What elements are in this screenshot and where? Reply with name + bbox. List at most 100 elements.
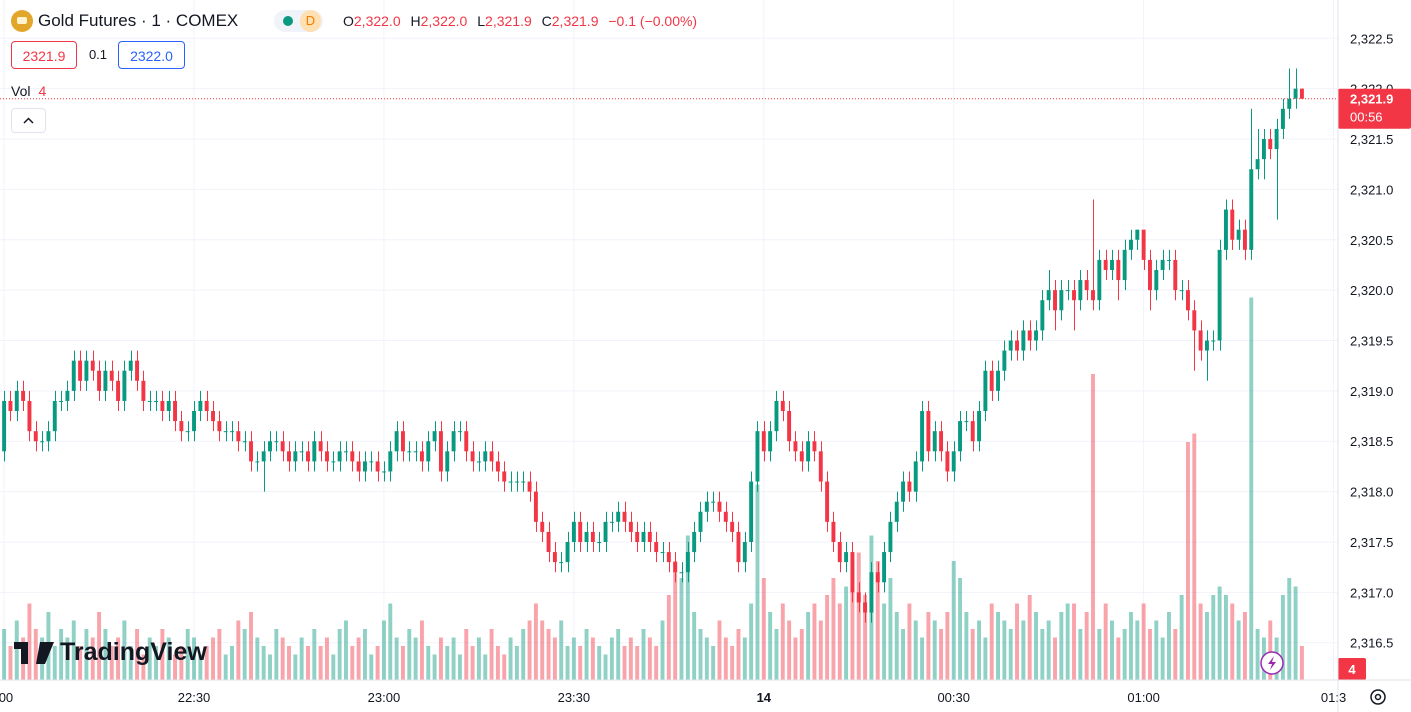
volume-bar (65, 637, 70, 680)
candle-body (888, 521, 893, 553)
lightning-bolt (1268, 656, 1276, 670)
candle-body (400, 431, 405, 452)
status-pill[interactable]: D (274, 10, 323, 32)
candle-body (622, 511, 627, 522)
candle-body (84, 360, 89, 381)
volume-bar (584, 629, 589, 680)
candle-body (730, 521, 735, 532)
candle-body (977, 411, 982, 442)
candle-body (1122, 249, 1127, 281)
candle-body (768, 431, 773, 452)
candle-body (559, 562, 564, 564)
candle-body (647, 531, 652, 542)
candle-body (850, 552, 855, 593)
candle-body (812, 441, 817, 452)
candle-body (211, 411, 215, 422)
candle-body (1242, 229, 1247, 250)
candle-body (116, 380, 121, 401)
volume-bar (407, 629, 412, 680)
volume-key: Vol (11, 83, 31, 99)
x-tick-label: :00 (0, 690, 13, 705)
y-tick-label: 2,322.5 (1350, 31, 1393, 46)
candle-body (1179, 290, 1184, 292)
candle-body (1040, 300, 1045, 331)
candle-body (1059, 290, 1064, 311)
volume-bar (717, 620, 722, 680)
volume-bar (856, 552, 861, 680)
volume-bar (400, 646, 405, 680)
candle-body (635, 531, 640, 542)
buy-button[interactable]: 2322.0 (118, 41, 185, 69)
sell-button[interactable]: 2321.9 (11, 41, 77, 69)
y-tick-label: 2,321.0 (1350, 182, 1393, 197)
volume-bar (160, 629, 165, 680)
volume-bar (964, 612, 969, 680)
volume-bar (350, 646, 355, 680)
volume-bar (673, 561, 678, 680)
candle-body (1173, 259, 1178, 291)
volume-bar (198, 654, 203, 680)
candle-body (312, 441, 317, 462)
volume-bar (1255, 629, 1260, 680)
candle-body (426, 441, 431, 462)
candle-body (483, 451, 488, 462)
candle-body (1103, 259, 1108, 270)
volume-bar (977, 620, 982, 680)
candle-body (65, 390, 70, 401)
volume-bar (609, 637, 614, 680)
volume-bar (698, 629, 703, 680)
countdown-label: 00:56 (1350, 110, 1383, 125)
candle-body (154, 400, 159, 402)
candle-body (1223, 209, 1228, 250)
candle-body (584, 531, 589, 542)
volume-bar (464, 629, 469, 680)
volume-bar (476, 637, 481, 680)
candle-body (419, 451, 424, 462)
candle-body (413, 451, 418, 453)
candle-body (1287, 98, 1292, 109)
candle-body (1110, 259, 1114, 270)
symbol-title[interactable]: Gold Futures · 1 · COMEX (38, 11, 239, 30)
candle-body (2, 400, 7, 452)
candle-body (445, 451, 450, 472)
volume-bar (983, 637, 988, 680)
candle-body (951, 451, 956, 472)
candle-body (249, 441, 253, 462)
candle-body (679, 572, 684, 574)
candle-body (33, 431, 38, 442)
volume-bar (369, 654, 374, 680)
volume-bar (571, 637, 576, 680)
candle-body (1129, 239, 1133, 250)
volume-bar (533, 603, 538, 680)
volume-bar (641, 629, 646, 680)
candle-body (71, 360, 76, 391)
candle-body (109, 370, 114, 381)
volume-bar (1223, 595, 1228, 680)
x-tick-label: 01:3 (1321, 690, 1346, 705)
volume-bar (958, 578, 963, 680)
candle-body (464, 431, 469, 452)
collapse-button[interactable] (11, 108, 46, 133)
candle-body (755, 431, 760, 482)
volume-bar (989, 603, 994, 680)
candle-body (1268, 139, 1273, 150)
candle-body (1015, 340, 1019, 351)
volume-bar (426, 646, 431, 680)
volume-bar (356, 637, 361, 680)
lightning-button[interactable] (1260, 651, 1284, 675)
candle-body (844, 552, 849, 563)
volume-bar (287, 646, 291, 680)
volume-bar (793, 637, 798, 680)
volume-bar (1034, 612, 1038, 680)
candle-body (1280, 108, 1285, 129)
volume-bar (166, 637, 171, 680)
volume-bar (419, 620, 424, 680)
volume-bar (27, 603, 32, 680)
candle-body (344, 451, 348, 453)
candle-body (192, 411, 196, 432)
settings-icon[interactable] (1370, 689, 1386, 705)
volume-bar (394, 637, 399, 680)
volume-bar (483, 654, 488, 680)
volume-bar (179, 646, 184, 680)
